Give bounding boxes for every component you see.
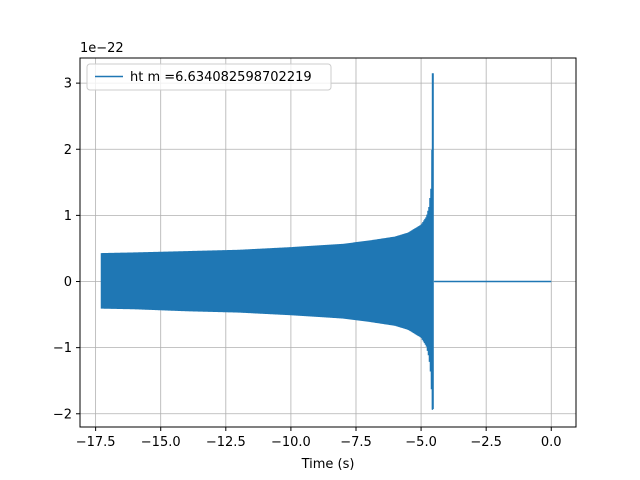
series-chirp-line: [100, 149, 433, 410]
x-tick-label: −10.0: [271, 435, 311, 450]
y-tick-label: 2: [64, 143, 72, 158]
legend: ht m =6.634082598702219: [86, 63, 332, 91]
legend-label: ht m =6.634082598702219: [130, 70, 312, 85]
x-tick-label: 0.0: [541, 435, 562, 450]
y-tick-label: −2: [53, 407, 72, 422]
x-tick-label: −12.5: [206, 435, 246, 450]
y-axis: −2 −1 0 1 2 3: [53, 77, 80, 422]
x-tick-label: −5.0: [405, 435, 437, 450]
x-tick-label: −7.5: [340, 435, 372, 450]
x-tick-label: −15.0: [141, 435, 181, 450]
y-tick-label: −1: [53, 341, 72, 356]
x-tick-label: −17.5: [76, 435, 116, 450]
plot-frame: [79, 57, 577, 428]
x-axis: −17.5 −15.0 −12.5 −10.0 −7.5 −5.0 −2.5 0.0: [76, 427, 562, 450]
y-tick-label: 3: [64, 77, 72, 92]
series-layer: [100, 73, 552, 410]
x-axis-label: Time (s): [301, 457, 355, 472]
y-tick-label: 0: [64, 275, 72, 290]
x-tick-label: −2.5: [470, 435, 502, 450]
y-tick-label: 1: [64, 209, 72, 224]
legend-box: [86, 63, 332, 91]
plot-background: [80, 58, 576, 427]
y-scale-label: 1e−22: [80, 41, 124, 56]
